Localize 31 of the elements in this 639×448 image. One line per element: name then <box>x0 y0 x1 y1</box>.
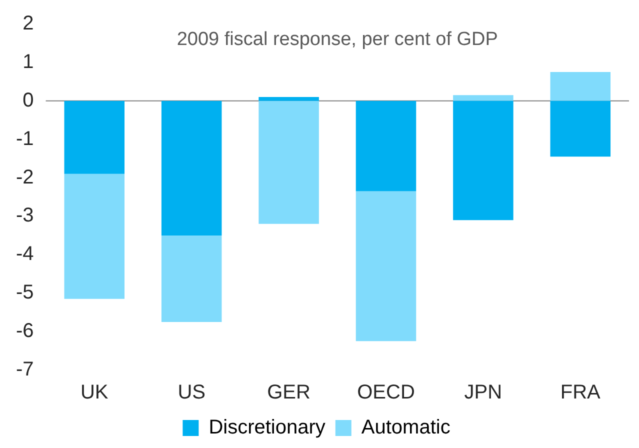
y-tick-label: -7 <box>16 358 34 381</box>
y-tick-label: -4 <box>16 243 34 266</box>
legend-label: Discretionary <box>208 416 326 439</box>
bar <box>161 235 222 322</box>
bar <box>258 97 319 101</box>
y-tick-label: -6 <box>16 320 34 342</box>
y-tick-label: 0 <box>22 89 34 112</box>
y-tick-label: -1 <box>16 128 34 150</box>
bar <box>550 100 611 157</box>
x-tick-label: JPN <box>464 382 502 404</box>
y-tick-label: 2 <box>22 12 34 35</box>
bar <box>453 95 514 101</box>
bar <box>453 100 514 220</box>
x-tick-label: US <box>178 382 206 404</box>
y-tick-label: 1 <box>22 50 34 73</box>
bar <box>356 100 416 192</box>
legend-label: Automatic <box>361 416 450 439</box>
y-tick-label: -5 <box>16 282 34 304</box>
bar <box>550 72 611 101</box>
x-tick-label: OECD <box>357 382 415 404</box>
x-tick-label: UK <box>80 382 109 404</box>
x-tick-label: GER <box>267 382 310 404</box>
bar <box>356 191 416 342</box>
bar <box>258 100 319 224</box>
bar <box>64 174 125 299</box>
bar <box>64 100 125 174</box>
x-tick-label: FRA <box>560 382 602 404</box>
y-tick-label: -2 <box>16 166 34 188</box>
bar <box>161 100 222 236</box>
y-tick-label: -3 <box>16 204 34 227</box>
chart-title: 2009 fiscal response, per cent of GDP <box>176 29 498 50</box>
